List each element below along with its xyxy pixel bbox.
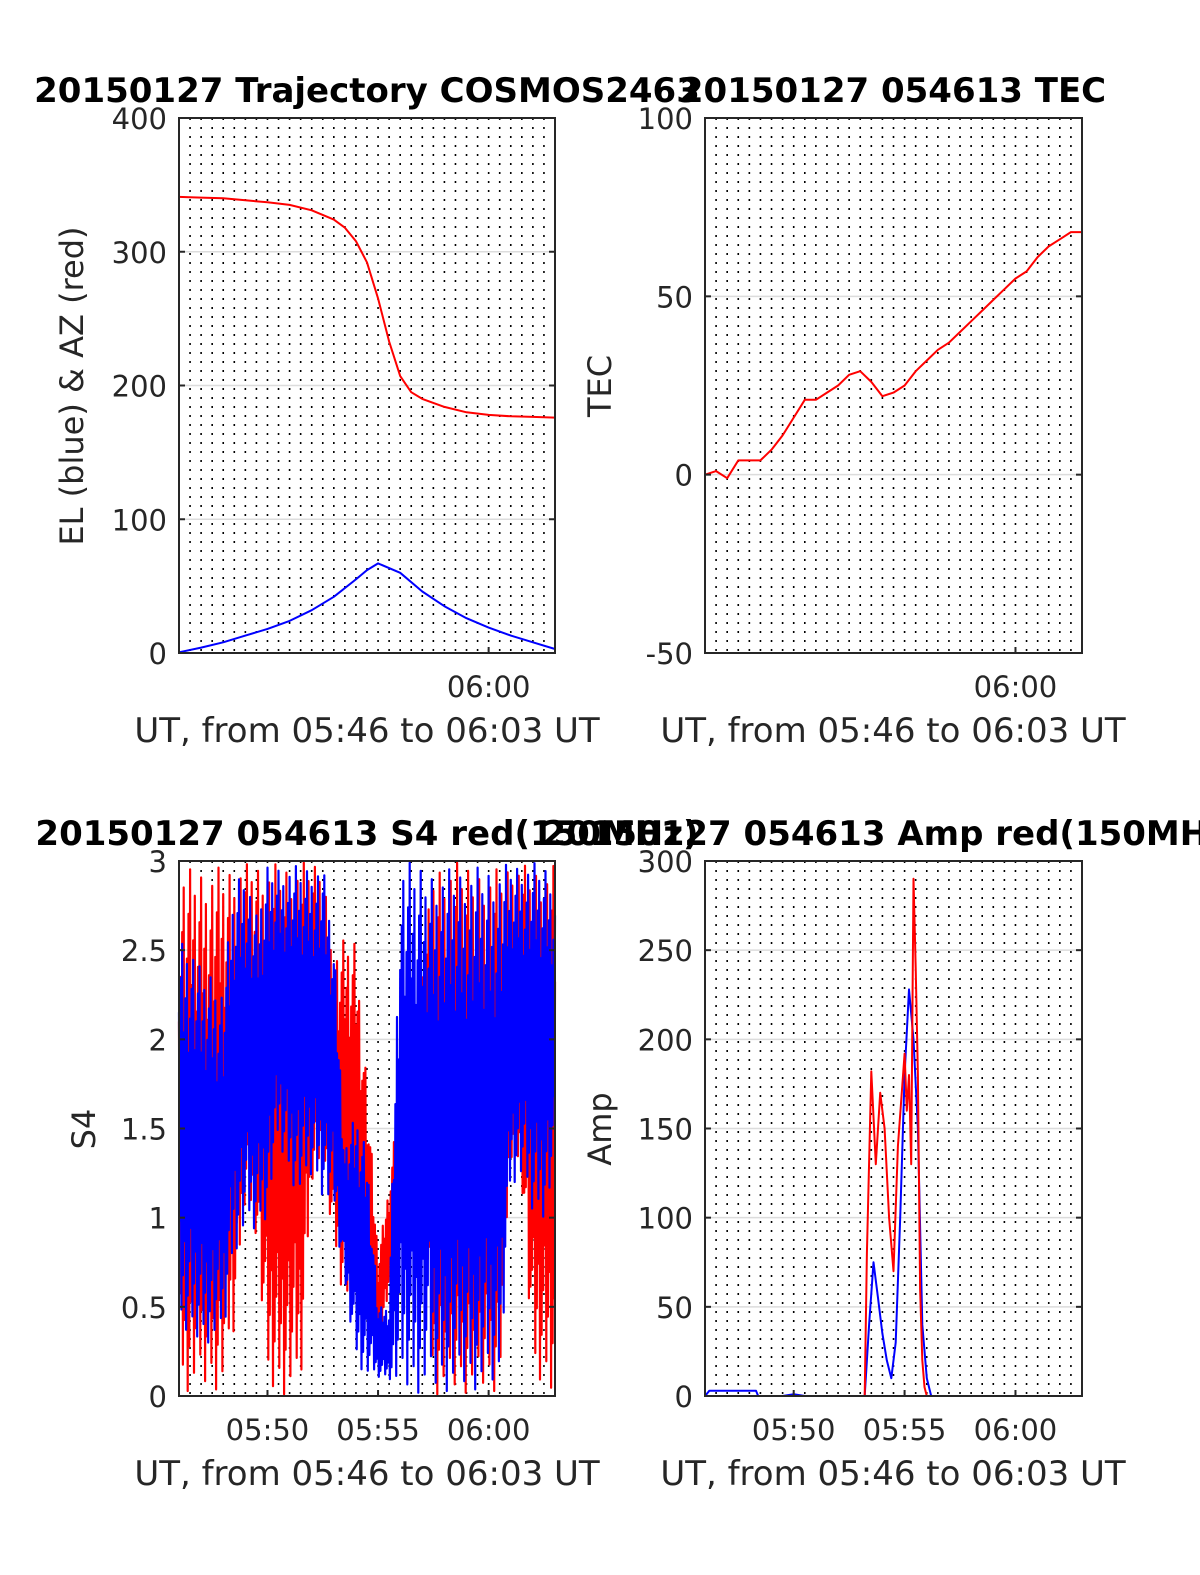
tec-axes-box	[704, 117, 1083, 654]
trajectory-y-axis-label: EL (blue) & AZ (red)	[53, 226, 91, 545]
trajectory-y-tick-label: 300	[112, 236, 167, 270]
panel-s4: 20150127 054613 S4 red(150MHz) UT, from …	[35, 814, 698, 1494]
s4-x-tick-label: 06:00	[447, 1413, 531, 1447]
s4-x-tick-label: 05:55	[336, 1413, 420, 1447]
trajectory-x-tick-label: 06:00	[447, 670, 531, 704]
trajectory-series-line	[178, 562, 556, 654]
amp-x-axis-label: UT, from 05:46 to 06:03 UT	[660, 1454, 1126, 1494]
amp-x-tick-label: 06:00	[974, 1413, 1058, 1447]
tec-y-tick-label: 0	[675, 459, 693, 493]
tec-y-tick-label: 50	[656, 280, 693, 314]
panel-trajectory: 20150127 Trajectory COSMOS2463 UT, from …	[34, 71, 700, 751]
trajectory-y-tick-label: 200	[112, 370, 167, 404]
trajectory-title: 20150127 Trajectory COSMOS2463	[34, 71, 700, 111]
tec-y-tick-label: -50	[646, 637, 693, 671]
trajectory-x-axis-label: UT, from 05:46 to 06:03 UT	[134, 711, 600, 751]
s4-y-axis-label: S4	[65, 1109, 103, 1150]
amp-y-tick-label: 150	[638, 1113, 693, 1147]
amp-x-tick-label: 05:50	[752, 1413, 836, 1447]
s4-y-tick-label: 1.5	[121, 1113, 167, 1147]
s4-y-tick-label: 0.5	[121, 1291, 167, 1325]
tec-y-tick-label: 100	[638, 102, 693, 136]
trajectory-series-line	[178, 195, 556, 419]
panel-amp: 20150127 054613 Amp red(150MHz) UT, from…	[542, 814, 1200, 1494]
s4-x-tick-label: 05:50	[226, 1413, 310, 1447]
s4-y-tick-label: 2.5	[121, 934, 167, 968]
amp-y-tick-label: 200	[638, 1023, 693, 1057]
amp-y-tick-label: 250	[638, 934, 693, 968]
s4-title: 20150127 054613 S4 red(150MHz)	[35, 814, 698, 854]
amp-y-axis-label: Amp	[581, 1092, 619, 1165]
tec-y-axis-label: TEC	[581, 355, 619, 418]
tec-x-axis-label: UT, from 05:46 to 06:03 UT	[660, 711, 1126, 751]
s4-y-tick-label: 0	[149, 1380, 167, 1414]
tec-plot-area: -50 0 50 100 06:00	[638, 102, 1083, 704]
amp-y-tick-label: 100	[638, 1202, 693, 1236]
tec-title: 20150127 054613 TEC	[680, 71, 1106, 111]
amp-title: 20150127 054613 Amp red(150MHz)	[542, 814, 1200, 854]
amp-y-tick-label: 50	[656, 1291, 693, 1325]
tec-x-tick-label: 06:00	[974, 670, 1058, 704]
s4-x-axis-label: UT, from 05:46 to 06:03 UT	[134, 1454, 600, 1494]
s4-plot-area: 0 0.5 1 1.5 2 2.5 3 05:50 05:55 06:00	[121, 845, 557, 1447]
amp-y-tick-label: 300	[638, 845, 693, 879]
s4-series-line	[177, 861, 557, 1394]
s4-y-tick-label: 1	[149, 1202, 167, 1236]
trajectory-plot-area: 0 100 200 300 400 06:00	[112, 102, 556, 704]
amp-x-tick-label: 05:55	[863, 1413, 947, 1447]
trajectory-y-tick-label: 400	[112, 102, 167, 136]
panel-tec: 20150127 054613 TEC UT, from 05:46 to 06…	[581, 71, 1126, 751]
trajectory-y-tick-label: 0	[149, 637, 167, 671]
s4-y-tick-label: 2	[149, 1023, 167, 1057]
amp-series-line	[705, 877, 1082, 1397]
s4-y-tick-label: 3	[149, 845, 167, 879]
tec-series-line	[704, 231, 1082, 480]
amp-plot-area: 0 50 100 150 200 250 300 05:50 05:55 06:00	[638, 845, 1083, 1447]
amp-y-tick-label: 0	[675, 1380, 693, 1414]
trajectory-y-tick-label: 100	[112, 503, 167, 537]
